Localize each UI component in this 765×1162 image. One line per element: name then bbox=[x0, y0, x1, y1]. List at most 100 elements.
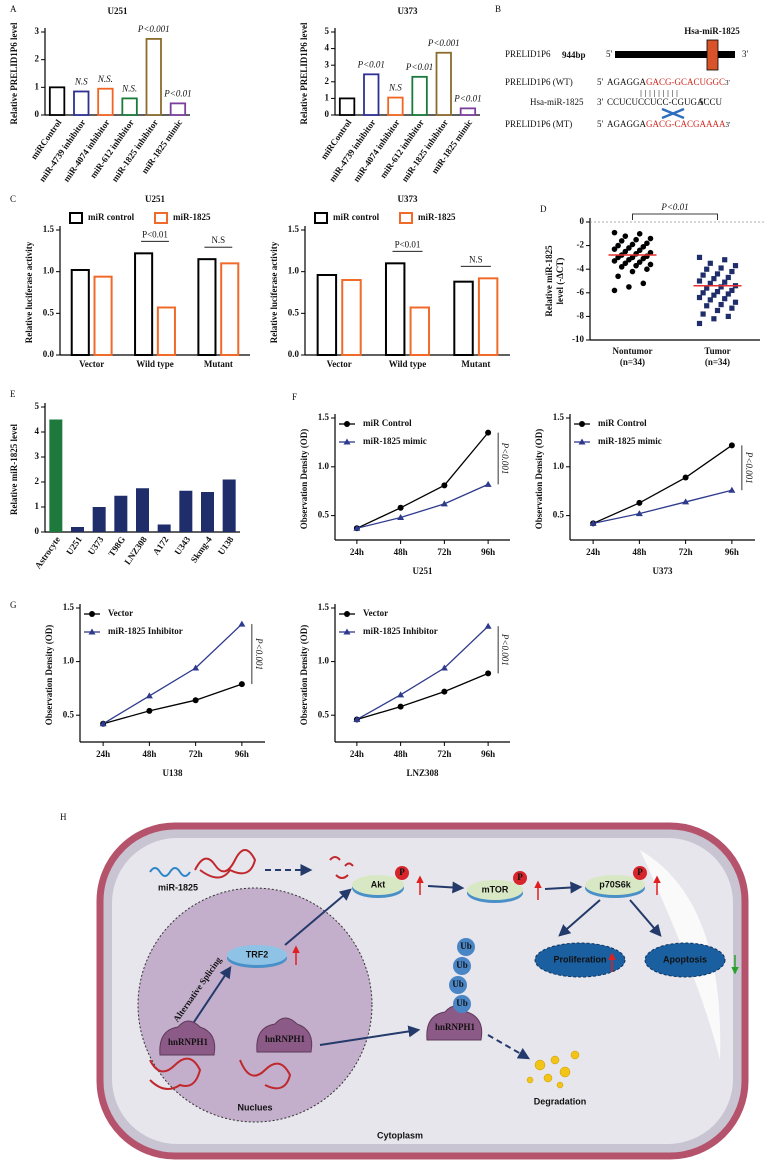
legend-label: Vector bbox=[363, 608, 388, 618]
x-tick-label: 24h bbox=[350, 749, 364, 759]
bar bbox=[435, 51, 452, 116]
data-point bbox=[728, 442, 735, 449]
bar-annotation: N.S bbox=[388, 83, 402, 93]
y-tick-label: -8 bbox=[577, 310, 585, 320]
legend-label: miR-1825 mimic bbox=[363, 436, 427, 446]
y-tick-label: -6 bbox=[577, 287, 585, 297]
phospho-label: P bbox=[517, 872, 523, 882]
bar-annotation: N.S bbox=[74, 77, 88, 87]
data-point bbox=[626, 245, 632, 251]
y-axis-label: Observation Density (OD) bbox=[44, 625, 54, 726]
y-axis-label: Relative miR-1825 level bbox=[9, 424, 19, 515]
ubiquitin-label: Ub bbox=[460, 941, 472, 951]
data-point bbox=[704, 303, 710, 309]
mismatch bbox=[661, 107, 685, 120]
degraded-fragment bbox=[559, 1066, 571, 1078]
data-point bbox=[640, 243, 647, 250]
pathway-arrow bbox=[319, 1025, 421, 1046]
nucleus bbox=[137, 887, 373, 1123]
gene-length: 944bp bbox=[562, 50, 586, 60]
y-tick-label: 0.0 bbox=[288, 349, 300, 359]
data-point bbox=[353, 715, 361, 722]
bar-annotation: P<0.01 bbox=[405, 62, 433, 72]
x-tick-label: 96h bbox=[481, 547, 495, 557]
data-point bbox=[192, 697, 199, 704]
y-axis-label: Relative luciferase activity bbox=[24, 241, 34, 343]
legend-marker bbox=[88, 628, 96, 635]
x-tick-label: Tumor bbox=[704, 346, 730, 356]
data-point bbox=[696, 278, 703, 284]
x-tick-label: Skmg-4 bbox=[189, 534, 214, 564]
data-point bbox=[615, 254, 621, 261]
phospho bbox=[513, 871, 527, 885]
bar bbox=[459, 107, 477, 116]
sequence-part: AGAGGA bbox=[607, 77, 646, 87]
ubiquitin bbox=[453, 995, 471, 1013]
group-annotation: P<0.01 bbox=[142, 229, 168, 239]
legend-swatch bbox=[399, 212, 413, 224]
series-line bbox=[356, 432, 489, 529]
bar bbox=[169, 102, 187, 116]
sequence: AGAGGAGACG-CACGAAAA3' bbox=[607, 119, 730, 129]
data-point bbox=[644, 240, 650, 247]
legend-marker bbox=[344, 611, 350, 617]
five-prime: 5' bbox=[597, 119, 604, 129]
degradation-arrow bbox=[487, 1034, 531, 1060]
data-point bbox=[714, 307, 721, 314]
x-tick-label: U138 bbox=[216, 534, 236, 557]
data-point bbox=[647, 249, 654, 256]
data-point bbox=[725, 313, 731, 319]
bar bbox=[145, 38, 162, 116]
y-tick-label: 1 bbox=[325, 92, 330, 102]
data-point bbox=[635, 510, 643, 517]
x-tick-label: 72h bbox=[437, 547, 451, 557]
x-tick-label: 96h bbox=[481, 749, 495, 759]
x-tick-label: U251 bbox=[64, 534, 84, 557]
panel-label: C bbox=[10, 194, 16, 204]
series-line bbox=[356, 625, 489, 721]
data-point bbox=[629, 241, 636, 248]
sequence-end: 3' bbox=[725, 79, 730, 87]
degraded-fragment bbox=[534, 1059, 546, 1071]
sequence-end: 3' bbox=[726, 121, 731, 129]
bar-annotation: P<0.001 bbox=[137, 24, 170, 34]
nucleus-label: Nuclues bbox=[237, 1102, 272, 1112]
group-annotation: P<0.01 bbox=[395, 239, 421, 249]
sequence-part: GACG-CACGAAAA bbox=[646, 119, 726, 129]
legend-marker bbox=[578, 438, 586, 445]
y-tick-label: 0 bbox=[35, 526, 40, 536]
panel-label: F bbox=[292, 392, 297, 402]
ubiquitin bbox=[453, 957, 471, 975]
y-tick-label: 0 bbox=[35, 109, 40, 119]
pathway-arrow bbox=[189, 966, 232, 1029]
y-tick-label: 1 bbox=[35, 81, 40, 91]
data-point bbox=[238, 681, 245, 688]
data-point bbox=[441, 482, 448, 489]
data-point bbox=[722, 257, 728, 263]
annotation: P<0.001 bbox=[254, 637, 264, 670]
y-tick-label: 0 bbox=[580, 216, 585, 226]
bar bbox=[197, 258, 217, 356]
bar-annotation: P<0.01 bbox=[357, 59, 385, 69]
data-point bbox=[700, 311, 706, 317]
panel-label: A bbox=[10, 4, 17, 14]
y-tick-label: 0 bbox=[325, 109, 330, 119]
sequence: AGAGGAGACG-GCACUGGC3' bbox=[607, 77, 730, 87]
bar-annotation: P<0.01 bbox=[163, 88, 191, 98]
x-tick-label: 48h bbox=[632, 547, 646, 557]
pathway-arrow bbox=[284, 888, 352, 946]
panel-label: B bbox=[495, 4, 501, 14]
data-point bbox=[718, 302, 724, 308]
degraded-fragment bbox=[550, 1055, 560, 1065]
five-prime: 5' bbox=[597, 77, 604, 87]
data-point bbox=[618, 238, 625, 244]
y-tick-label: 1.0 bbox=[63, 656, 75, 666]
y-axis-label: Relative luciferase activity bbox=[269, 241, 279, 343]
site-label: Hsa-miR-1825 bbox=[684, 26, 740, 36]
data-point bbox=[99, 720, 107, 727]
apoptosis-label: Apoptosis bbox=[663, 954, 707, 964]
ubiquitin-label: Ub bbox=[456, 998, 468, 1008]
y-tick-label: 1.0 bbox=[43, 266, 55, 276]
y-tick-label: 2 bbox=[325, 76, 330, 86]
bar bbox=[409, 306, 431, 356]
